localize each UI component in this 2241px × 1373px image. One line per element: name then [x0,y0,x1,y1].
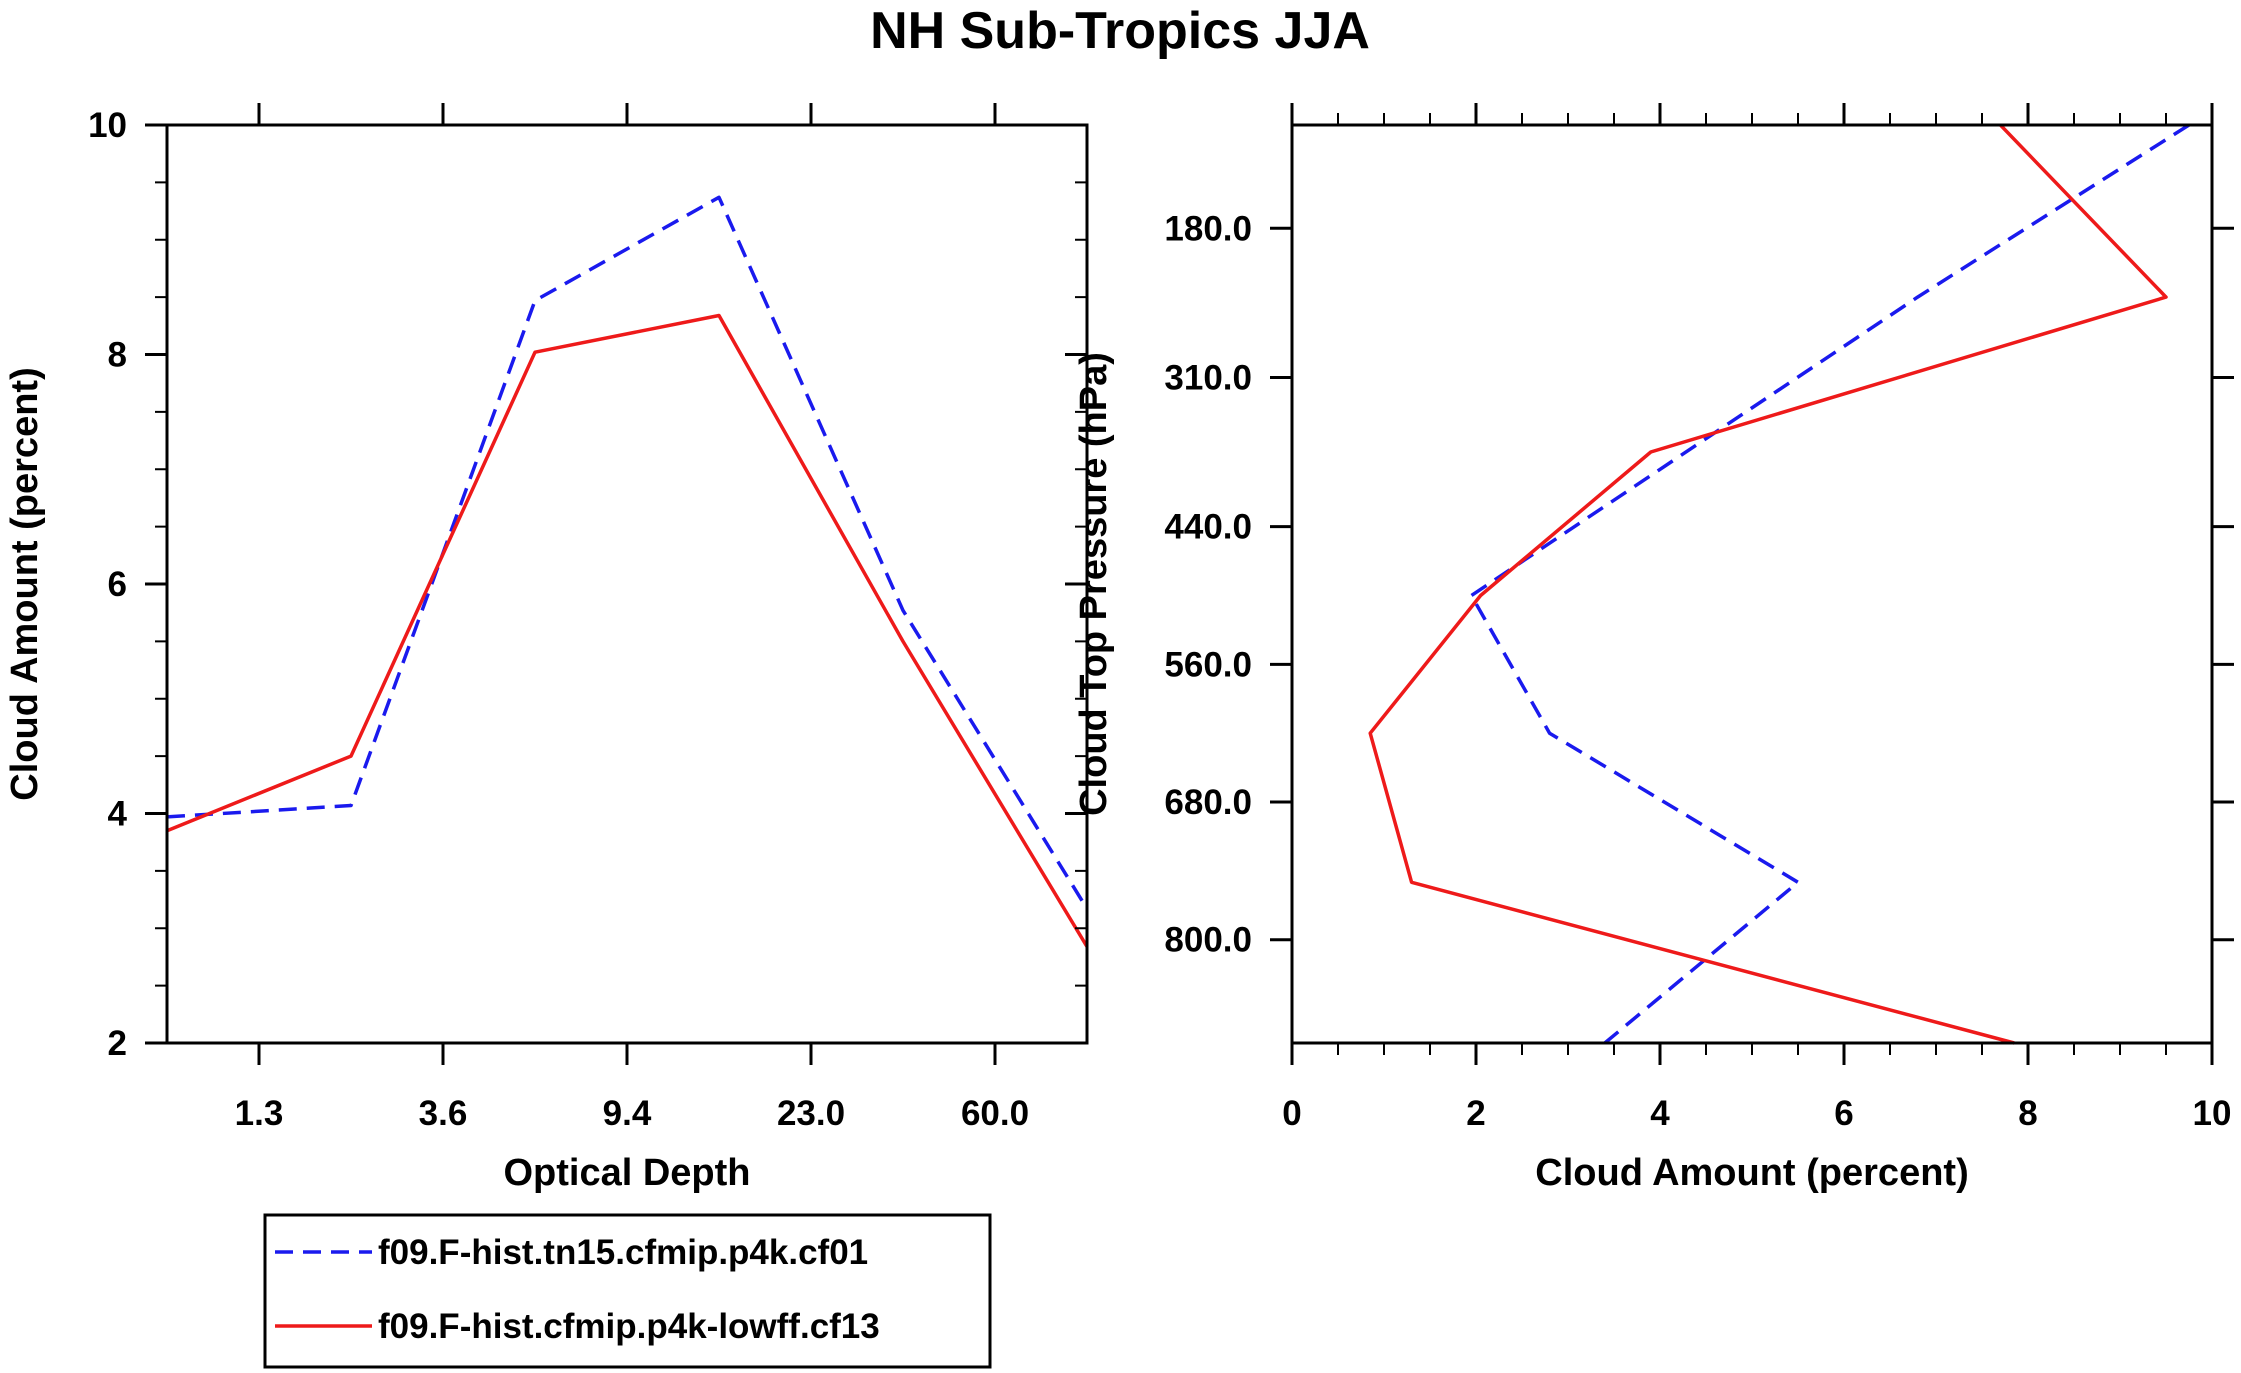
left-x-tick-label: 3.6 [419,1094,468,1133]
right-x-tick-label: 8 [2018,1094,2037,1133]
figure-title: NH Sub-Tropics JJA [870,2,1370,60]
left-plot-area [166,195,1089,948]
right-y-axis-label: Cloud Top Pressure (hPa) [1073,352,1115,816]
right-plot-area [1368,123,2190,1045]
right-y-tick-label: 800.0 [1164,921,1252,960]
left-axes: 2 4 6 8 10 1.3 3.6 9.4 23.0 60.0 [88,103,1087,1133]
right-series-line-red [1368,123,2168,1045]
right-series-line-blue [1469,123,2190,1045]
right-y-tick-label: 680.0 [1164,783,1252,822]
legend: f09.F-hist.tn15.cfmip.p4k.cf01 f09.F-his… [263,1213,992,1369]
left-x-axis-label: Optical Depth [503,1152,750,1194]
right-y-tick-label: 310.0 [1164,358,1252,397]
left-series-line-red [166,313,1089,948]
left-y-tick-label: 2 [108,1024,127,1063]
left-plot-frame [165,123,1089,1045]
legend-label-red: f09.F-hist.cfmip.p4k-lowff.cf13 [378,1307,880,1346]
right-x-tick-label: 6 [1834,1094,1853,1133]
right-axes: 0 2 4 6 8 10 180.0 310.0 440.0 560.0 680.0 800.0 [1164,103,2234,1133]
left-x-tick-label: 1.3 [235,1094,284,1133]
right-y-tick-label: 560.0 [1164,645,1252,684]
right-y-tick-label: 180.0 [1164,209,1252,248]
right-x-tick-label: 10 [2193,1094,2232,1133]
right-x-tick-label: 2 [1466,1094,1485,1133]
legend-box [263,1213,992,1369]
left-y-tick-label: 6 [108,565,127,604]
left-x-tick-label: 23.0 [777,1094,845,1133]
left-series-line-blue [166,195,1089,910]
left-y-tick-label: 8 [108,336,127,375]
left-y-tick-label: 10 [88,106,127,145]
right-panel: 0 2 4 6 8 10 180.0 310.0 440.0 560.0 680.0 800.0 Cl… [1073,103,2234,1194]
left-panel: 2 4 6 8 10 1.3 3.6 9.4 23.0 60.0 Optical Depth Cl… [4,103,1089,1194]
right-plot-frame [1290,123,2214,1045]
right-y-tick-label: 440.0 [1164,508,1252,547]
left-y-tick-label: 4 [108,795,128,834]
right-x-tick-label: 4 [1650,1094,1670,1133]
legend-label-blue: f09.F-hist.tn15.cfmip.p4k.cf01 [378,1233,868,1272]
left-x-tick-label: 60.0 [961,1094,1029,1133]
left-x-tick-label: 9.4 [603,1094,652,1133]
left-y-axis-label: Cloud Amount (percent) [4,367,46,800]
right-x-axis-label: Cloud Amount (percent) [1535,1152,1968,1194]
right-x-tick-label: 0 [1282,1094,1301,1133]
